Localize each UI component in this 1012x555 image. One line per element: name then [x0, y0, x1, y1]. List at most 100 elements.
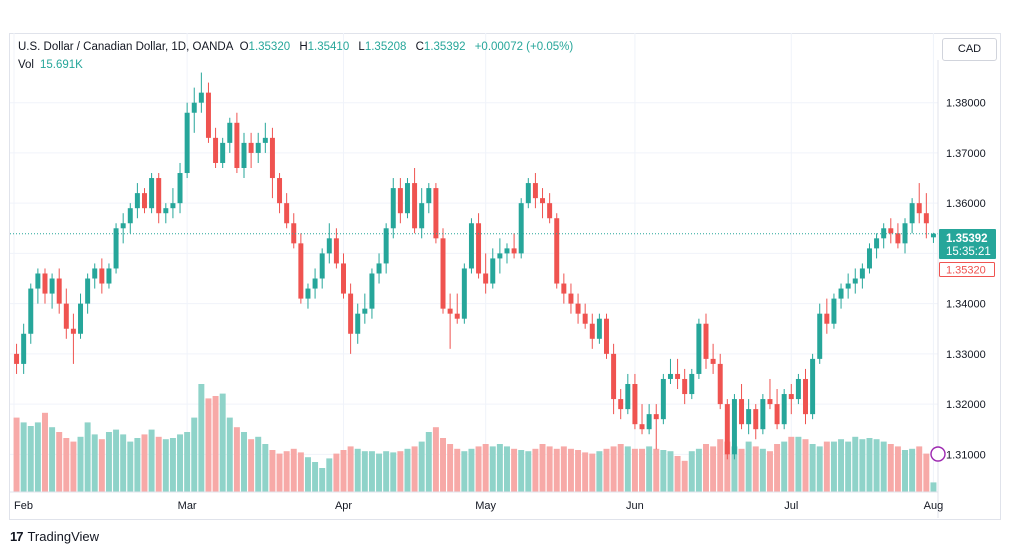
candle-body — [376, 263, 382, 274]
candle-body — [142, 193, 147, 209]
candle-body — [618, 399, 624, 410]
candle-body — [248, 142, 254, 153]
volume-bar — [41, 412, 48, 492]
volume-bar — [70, 441, 77, 492]
volume-bar — [290, 448, 297, 492]
candle-body — [205, 92, 211, 138]
volume-bar — [603, 448, 610, 492]
volume-bar — [575, 450, 582, 492]
volume-bar — [660, 450, 667, 492]
candle-body — [56, 278, 62, 304]
volume-bar — [461, 451, 468, 492]
open-label: O — [239, 41, 249, 53]
open-value: 1.35320 — [248, 41, 291, 53]
volume-bar — [468, 448, 475, 492]
symbol-legend[interactable]: U.S. Dollar / Canadian Dollar, 1D, OANDA… — [18, 41, 576, 53]
volume-bar — [738, 448, 745, 492]
open-price-value: 1.35320 — [946, 265, 986, 277]
price-tick-label: 1.37000 — [946, 148, 986, 160]
time-tick-label: Feb — [14, 500, 33, 512]
candle-body — [298, 243, 304, 299]
volume-bar — [49, 427, 56, 492]
candle-body — [476, 223, 482, 274]
volume-bar — [347, 446, 354, 492]
high-label: H — [299, 41, 308, 53]
candle-body — [63, 303, 69, 329]
tradingview-logo[interactable]: 17 TradingView — [10, 529, 99, 544]
volume-bar — [688, 451, 695, 492]
price-tick-label: 1.32000 — [946, 399, 986, 411]
candles — [14, 72, 936, 460]
low-label: L — [358, 41, 365, 53]
candle-body — [561, 283, 567, 294]
volume-bar — [859, 439, 866, 492]
volume-bar — [724, 441, 731, 492]
tradingview-logo-icon: 17 — [10, 529, 24, 544]
volume-bar — [411, 446, 418, 492]
candle-body — [319, 253, 325, 279]
candle-body — [127, 208, 133, 224]
volume-bar — [610, 446, 617, 492]
time-tick-label: May — [475, 500, 496, 512]
volume-bar — [717, 439, 724, 492]
volume-bar — [319, 468, 326, 492]
volume-bar — [340, 450, 347, 492]
close-label: C — [415, 41, 424, 53]
volume-bar — [198, 384, 205, 492]
volume-bar — [177, 434, 184, 492]
candle-body — [625, 384, 631, 410]
volume-bar — [546, 446, 553, 492]
candle-body — [525, 183, 531, 204]
volume-bar — [624, 446, 631, 492]
candle-body — [760, 399, 766, 430]
volume-bar — [141, 434, 148, 492]
candle-body — [85, 278, 91, 304]
candle-body — [589, 323, 595, 339]
candle-body — [710, 358, 716, 364]
time-tick-label: Aug — [924, 500, 944, 512]
volume-bar — [582, 452, 589, 492]
volume-bar — [91, 434, 98, 492]
candle-body — [426, 188, 432, 204]
candle-body — [540, 198, 546, 204]
volume-bar — [454, 448, 461, 492]
candle-body — [191, 102, 197, 113]
alert-icon[interactable] — [930, 446, 946, 462]
candle-body — [731, 399, 737, 455]
volume-bar — [226, 417, 233, 492]
candle-body — [348, 293, 354, 334]
volume-bar — [383, 451, 390, 492]
open-price-label: 1.35320 — [939, 262, 995, 277]
last-price-value: 1.35392 — [946, 233, 988, 245]
volume-bar — [13, 417, 20, 492]
candle-body — [866, 248, 872, 269]
bar-countdown: 15:35:21 — [946, 246, 991, 258]
volume-bar — [297, 452, 304, 492]
volume-legend[interactable]: Vol 15.691K — [18, 59, 83, 71]
volume-bar — [404, 448, 411, 492]
candle-body — [497, 253, 503, 259]
candle-body — [461, 268, 467, 319]
volume-bar — [681, 460, 688, 492]
candle-body — [852, 278, 858, 284]
volume-bar — [752, 446, 759, 492]
currency-button[interactable]: CAD — [942, 38, 997, 61]
candle-body — [646, 414, 652, 430]
volume-bar — [816, 446, 823, 492]
candle-body — [596, 318, 602, 339]
candle-body — [902, 223, 908, 244]
volume-bar — [539, 444, 546, 492]
last-price-label: 1.35392 15:35:21 — [939, 229, 996, 259]
candle-body — [419, 203, 425, 229]
candle-body — [220, 142, 226, 163]
candle-body — [895, 233, 901, 244]
volume-bar — [212, 396, 219, 492]
volume-bar — [667, 451, 674, 492]
candle-body — [35, 273, 41, 289]
candle-body — [447, 308, 453, 314]
candle-body — [817, 313, 823, 359]
high-value: 1.35410 — [307, 41, 350, 53]
candle-body — [753, 409, 759, 430]
volume-bar — [105, 432, 112, 492]
